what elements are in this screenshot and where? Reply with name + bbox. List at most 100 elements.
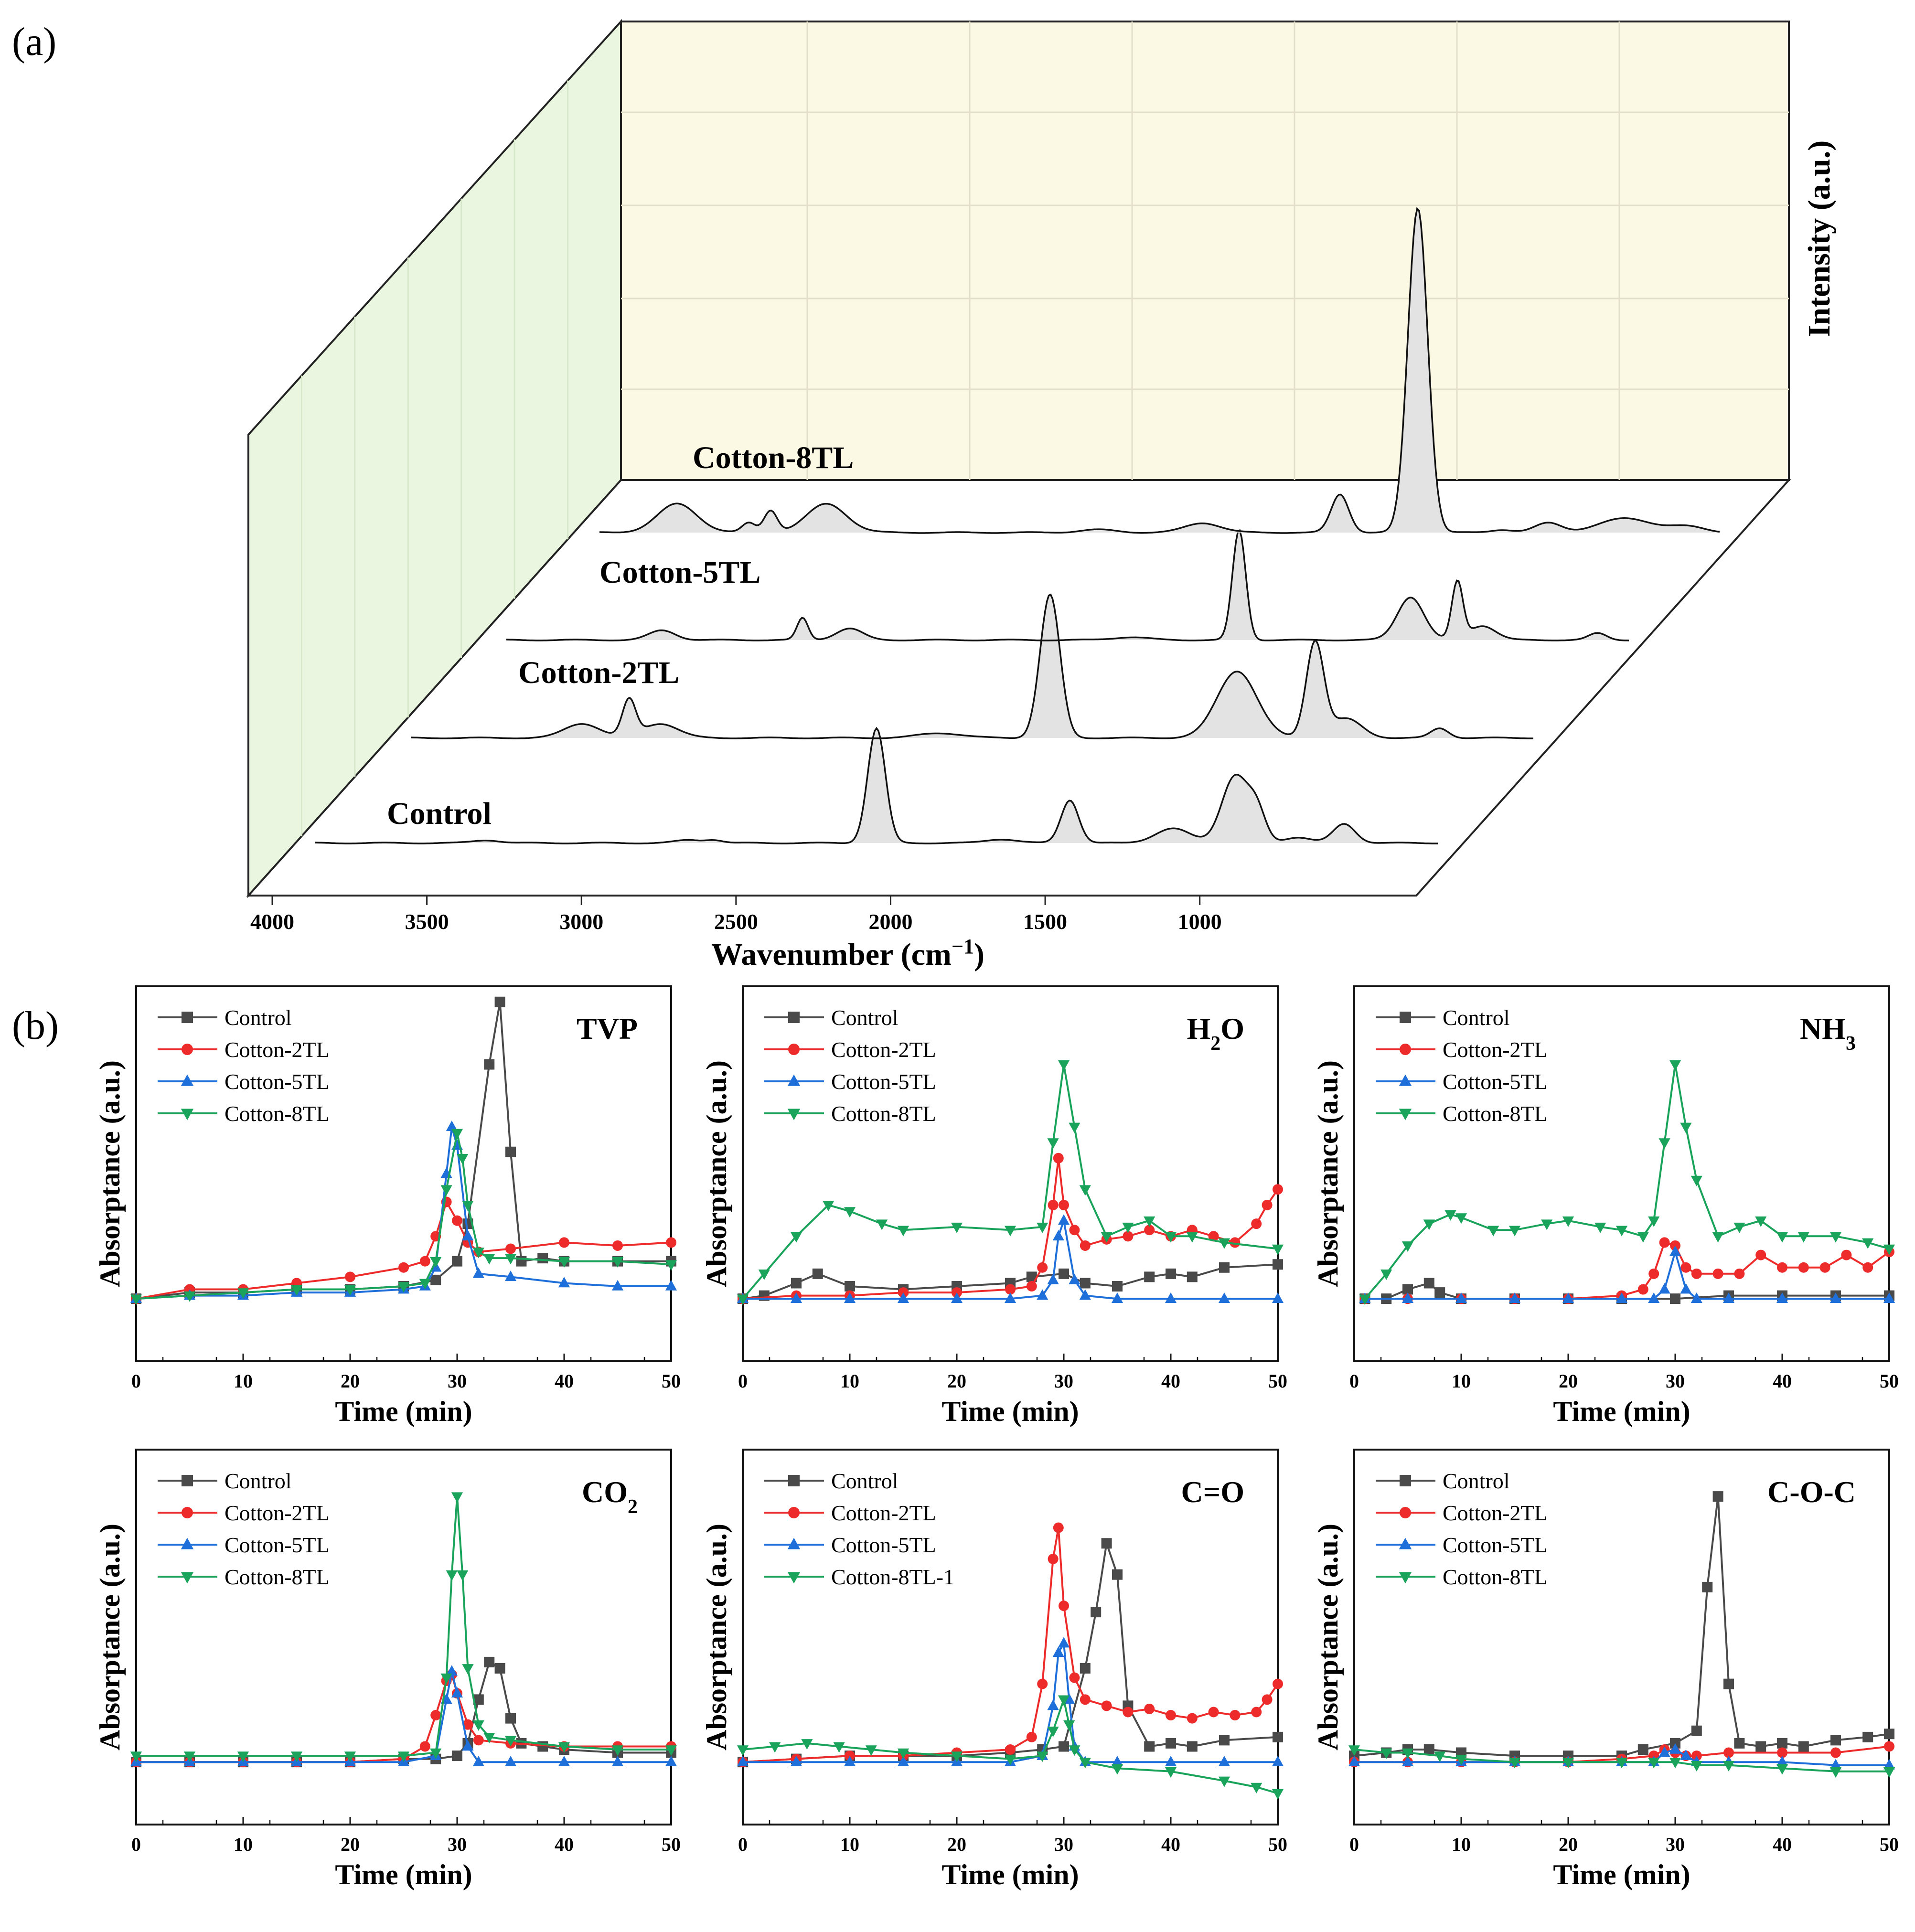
series-point [1101,1538,1112,1549]
legend-label: Cotton-2TL [225,1037,330,1062]
series-point [1080,1694,1091,1705]
chart-2: 0 10 20 30 40 50 Time (min) Absorptance (a.u.) N… [1312,985,1899,1427]
series-point [737,1745,749,1756]
series-point [398,1262,409,1273]
series-point [611,1280,624,1291]
series-point [1058,1214,1070,1225]
chart-title-sub: 3 [1846,1033,1856,1055]
series-point [483,1733,495,1744]
series-point [1026,1271,1037,1282]
x-tick-label: 30 [448,1834,467,1855]
intensity-axis-label: Intensity (a.u.) [1802,140,1837,338]
chart-title-main: C=O [1181,1475,1244,1509]
x-axis-title: Time (min) [941,1859,1079,1890]
series-point [1111,1292,1123,1303]
legend-marker [1400,1012,1411,1023]
series-point [1069,1273,1081,1284]
series-point [1798,1262,1809,1273]
panel-a-label: (a) [12,20,56,64]
legend-marker [787,1109,801,1121]
series-point [397,1282,410,1293]
series-point [1262,1199,1273,1210]
series-point [1047,1273,1059,1284]
series-point [462,1664,474,1675]
series-point [1615,1292,1628,1303]
series-point [472,1720,484,1731]
legend-marker [181,1537,194,1549]
x-tick-label: 40 [1773,1370,1792,1392]
series-point [1455,1754,1467,1765]
series-point [1487,1226,1499,1237]
x-tick-label: 50 [1268,1834,1287,1855]
series-point [1037,1678,1048,1689]
wavenumber-ticks: 4000 3500 3000 2500 2000 1500 1000 [250,896,1222,934]
legend-marker [1400,1507,1411,1518]
legend-label: Cotton-2TL [1443,1037,1548,1062]
series-point [1144,1271,1155,1282]
series-point [1208,1231,1219,1242]
spectrum-label-0: Control [387,796,492,831]
series-point [1680,1749,1692,1760]
series-point [1026,1281,1037,1292]
series-point [1230,1710,1241,1721]
series-point [1648,1292,1660,1303]
series-point [1669,1245,1681,1256]
spectrum-line-2 [506,529,1629,641]
series-point [1218,1755,1230,1766]
legend-marker [182,1044,193,1055]
series-point [1594,1222,1606,1233]
series-point [611,1745,624,1756]
chart-title-main: CO [582,1475,628,1509]
series-point [1123,1707,1134,1718]
series-point [1380,1748,1392,1759]
x-axis-title: Time (min) [1553,1859,1690,1890]
series-point [1059,1268,1069,1279]
x-tick-label: 20 [1559,1370,1578,1392]
legend-label: Control [225,1469,292,1493]
series-point [1272,1755,1284,1766]
x-tick-label: 50 [1880,1834,1899,1855]
series-point [1079,1289,1091,1300]
series-point [484,1656,495,1667]
series-point [1691,1725,1702,1736]
series-point [1648,1758,1660,1769]
x-tick-label: 40 [555,1834,574,1855]
chart-frame [135,985,672,1362]
x-tick-label: 40 [555,1370,574,1392]
legend-marker [182,1475,193,1486]
chart-0: 0 10 20 30 40 50 Time (min) Absorptance (a.u.) T… [94,985,681,1427]
legend-label: Cotton-2TL [831,1037,936,1062]
spectrum-label-2: Cotton-5TL [599,555,760,590]
chart-title-main: C-O-C [1767,1475,1856,1509]
series-point [345,1271,355,1282]
series-point [665,1280,677,1291]
series-point [452,1215,462,1226]
floor [246,479,1791,897]
legend-label: Cotton-5TL [225,1069,330,1094]
legend-label: Cotton-8TL [225,1101,330,1126]
series-point [1402,1284,1413,1295]
series-point [1004,1754,1016,1765]
series-point [430,1710,441,1721]
series-point [440,1185,452,1196]
series-point [665,1755,677,1766]
series-point [1187,1713,1198,1724]
series-point [505,1146,516,1157]
x-tick-label: 0 [131,1370,141,1392]
series-point [1380,1270,1392,1281]
x-tick-label: 50 [1268,1370,1287,1392]
chart-title-main: TVP [577,1012,638,1046]
series-point [484,1059,495,1070]
series-point [1058,1060,1070,1071]
series-point [1862,1731,1873,1742]
series-point [1734,1738,1745,1749]
series-point [1829,1232,1842,1243]
series-point [1112,1569,1123,1580]
x-tick-label: 10 [234,1370,253,1392]
series-point [1690,1292,1702,1303]
x-tick-label: 30 [448,1370,467,1392]
series-point [1648,1216,1660,1227]
series-point [183,1751,196,1762]
series-point [1273,1184,1283,1195]
series-point [446,1570,458,1581]
